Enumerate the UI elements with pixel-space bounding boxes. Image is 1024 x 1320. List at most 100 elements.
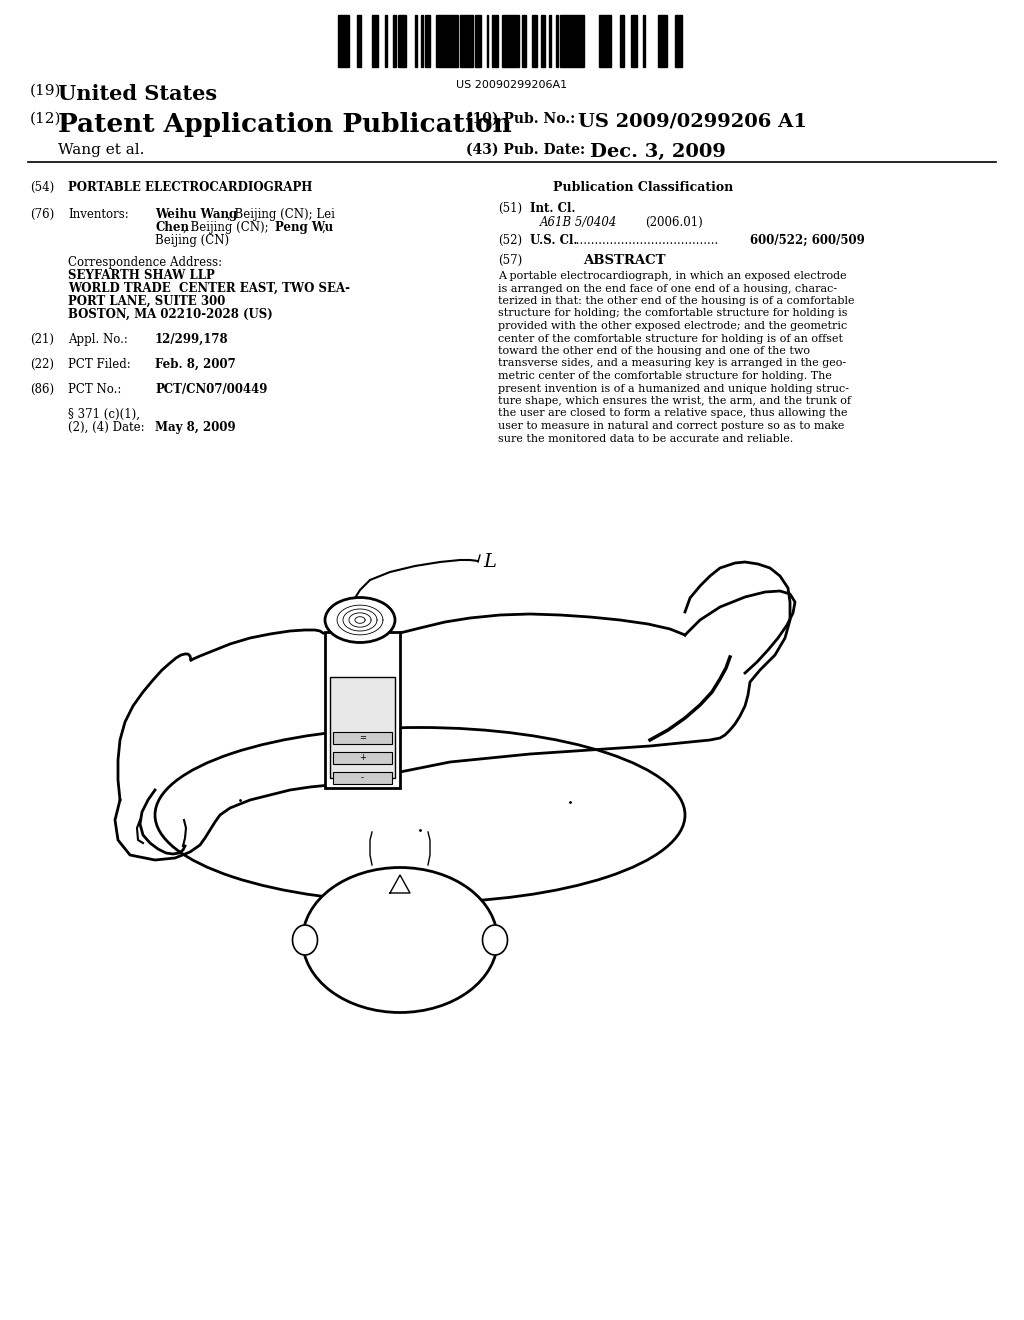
Ellipse shape [325,598,395,643]
Text: Appl. No.:: Appl. No.: [68,333,128,346]
Bar [428,15,430,67]
Text: 12/299,178: 12/299,178 [155,333,228,346]
Bar [345,15,349,67]
Bar [513,15,517,67]
Text: (21): (21) [30,333,54,346]
Bar [464,15,468,67]
Text: the user are closed to form a relative space, thus allowing the: the user are closed to form a relative s… [498,408,848,418]
Text: Peng Wu: Peng Wu [275,220,333,234]
Bar [632,15,635,67]
Text: Int. Cl.: Int. Cl. [530,202,575,215]
Text: May 8, 2009: May 8, 2009 [155,421,236,434]
Bar [507,15,513,67]
Bar [599,15,601,67]
Text: (76): (76) [30,209,54,220]
Text: (2), (4) Date:: (2), (4) Date: [68,421,144,434]
Text: sure the monitored data to be accurate and reliable.: sure the monitored data to be accurate a… [498,433,794,444]
Bar [575,15,579,67]
Text: -: - [361,774,364,783]
Text: Patent Application Publication: Patent Application Publication [58,112,512,137]
Bar [677,15,682,67]
Bar [556,15,558,67]
Text: (86): (86) [30,383,54,396]
Text: U.S. Cl.: U.S. Cl. [530,234,578,247]
Bar [470,15,472,67]
Bar [522,15,524,67]
Text: , Beijing (CN); Lei: , Beijing (CN); Lei [227,209,335,220]
Bar [486,15,488,67]
Bar [439,15,443,67]
Text: L: L [483,553,496,572]
Bar [493,15,498,67]
Bar [621,15,624,67]
Text: =: = [359,734,366,742]
Bar [479,15,481,67]
Text: ABSTRACT: ABSTRACT [583,253,666,267]
Bar [524,15,526,67]
Ellipse shape [482,925,508,954]
Bar [468,15,470,67]
Bar [609,15,610,67]
Bar [472,15,473,67]
Ellipse shape [293,925,317,954]
Text: Weihu Wang: Weihu Wang [155,209,238,220]
Text: +: + [359,754,366,763]
Bar [374,15,378,67]
Bar [643,15,645,67]
Bar [583,15,585,67]
Bar [421,15,423,67]
Bar [502,15,507,67]
Text: WORLD TRADE  CENTER EAST, TWO SEA-: WORLD TRADE CENTER EAST, TWO SEA- [68,282,350,294]
Bar [330,677,395,777]
Text: PORT LANE, SUITE 300: PORT LANE, SUITE 300 [68,294,225,308]
Text: ......................................: ...................................... [572,234,718,247]
Text: user to measure in natural and correct posture so as to make: user to measure in natural and correct p… [498,421,845,432]
Bar [402,15,403,67]
Text: (57): (57) [498,253,522,267]
Bar [601,15,603,67]
Text: (12): (12) [30,112,61,125]
Bar [659,15,662,67]
Text: PORTABLE ELECTROCARDIOGRAPH: PORTABLE ELECTROCARDIOGRAPH [68,181,312,194]
Text: (2006.01): (2006.01) [645,216,702,228]
Text: structure for holding; the comfortable structure for holding is: structure for holding; the comfortable s… [498,309,848,318]
Bar [562,15,564,67]
Bar [325,632,400,788]
Text: 600/522; 600/509: 600/522; 600/509 [750,234,864,247]
Bar [451,15,453,67]
Text: Chen: Chen [155,220,189,234]
Bar [340,15,344,67]
Bar [403,15,406,67]
Text: SEYFARTH SHAW LLP: SEYFARTH SHAW LLP [68,269,215,282]
Ellipse shape [302,867,498,1012]
Text: PCT Filed:: PCT Filed: [68,358,131,371]
Text: Beijing (CN): Beijing (CN) [155,234,229,247]
Text: , Beijing (CN);: , Beijing (CN); [183,220,272,234]
Bar [560,15,562,67]
Text: transverse sides, and a measuring key is arranged in the geo-: transverse sides, and a measuring key is… [498,359,846,368]
Text: Dec. 3, 2009: Dec. 3, 2009 [590,143,726,161]
Bar [569,15,575,67]
Bar [392,15,396,67]
Bar [579,15,583,67]
Bar [564,15,565,67]
Bar [356,15,360,67]
Bar [635,15,637,67]
Text: (54): (54) [30,181,54,194]
Text: (10) Pub. No.:: (10) Pub. No.: [466,112,575,125]
Text: United States: United States [58,84,217,104]
Text: Wang et al.: Wang et al. [58,143,144,157]
Text: toward the other end of the housing and one of the two: toward the other end of the housing and … [498,346,810,356]
Bar [460,15,462,67]
Bar [475,15,477,67]
Text: US 20090299206A1: US 20090299206A1 [457,81,567,90]
Text: provided with the other exposed electrode; and the geometric: provided with the other exposed electrod… [498,321,847,331]
Bar [333,752,392,764]
Bar [445,15,451,67]
Bar [662,15,668,67]
Text: Inventors:: Inventors: [68,209,129,220]
Bar [541,15,545,67]
Bar [333,733,392,744]
Bar [338,15,340,67]
Bar [603,15,609,67]
